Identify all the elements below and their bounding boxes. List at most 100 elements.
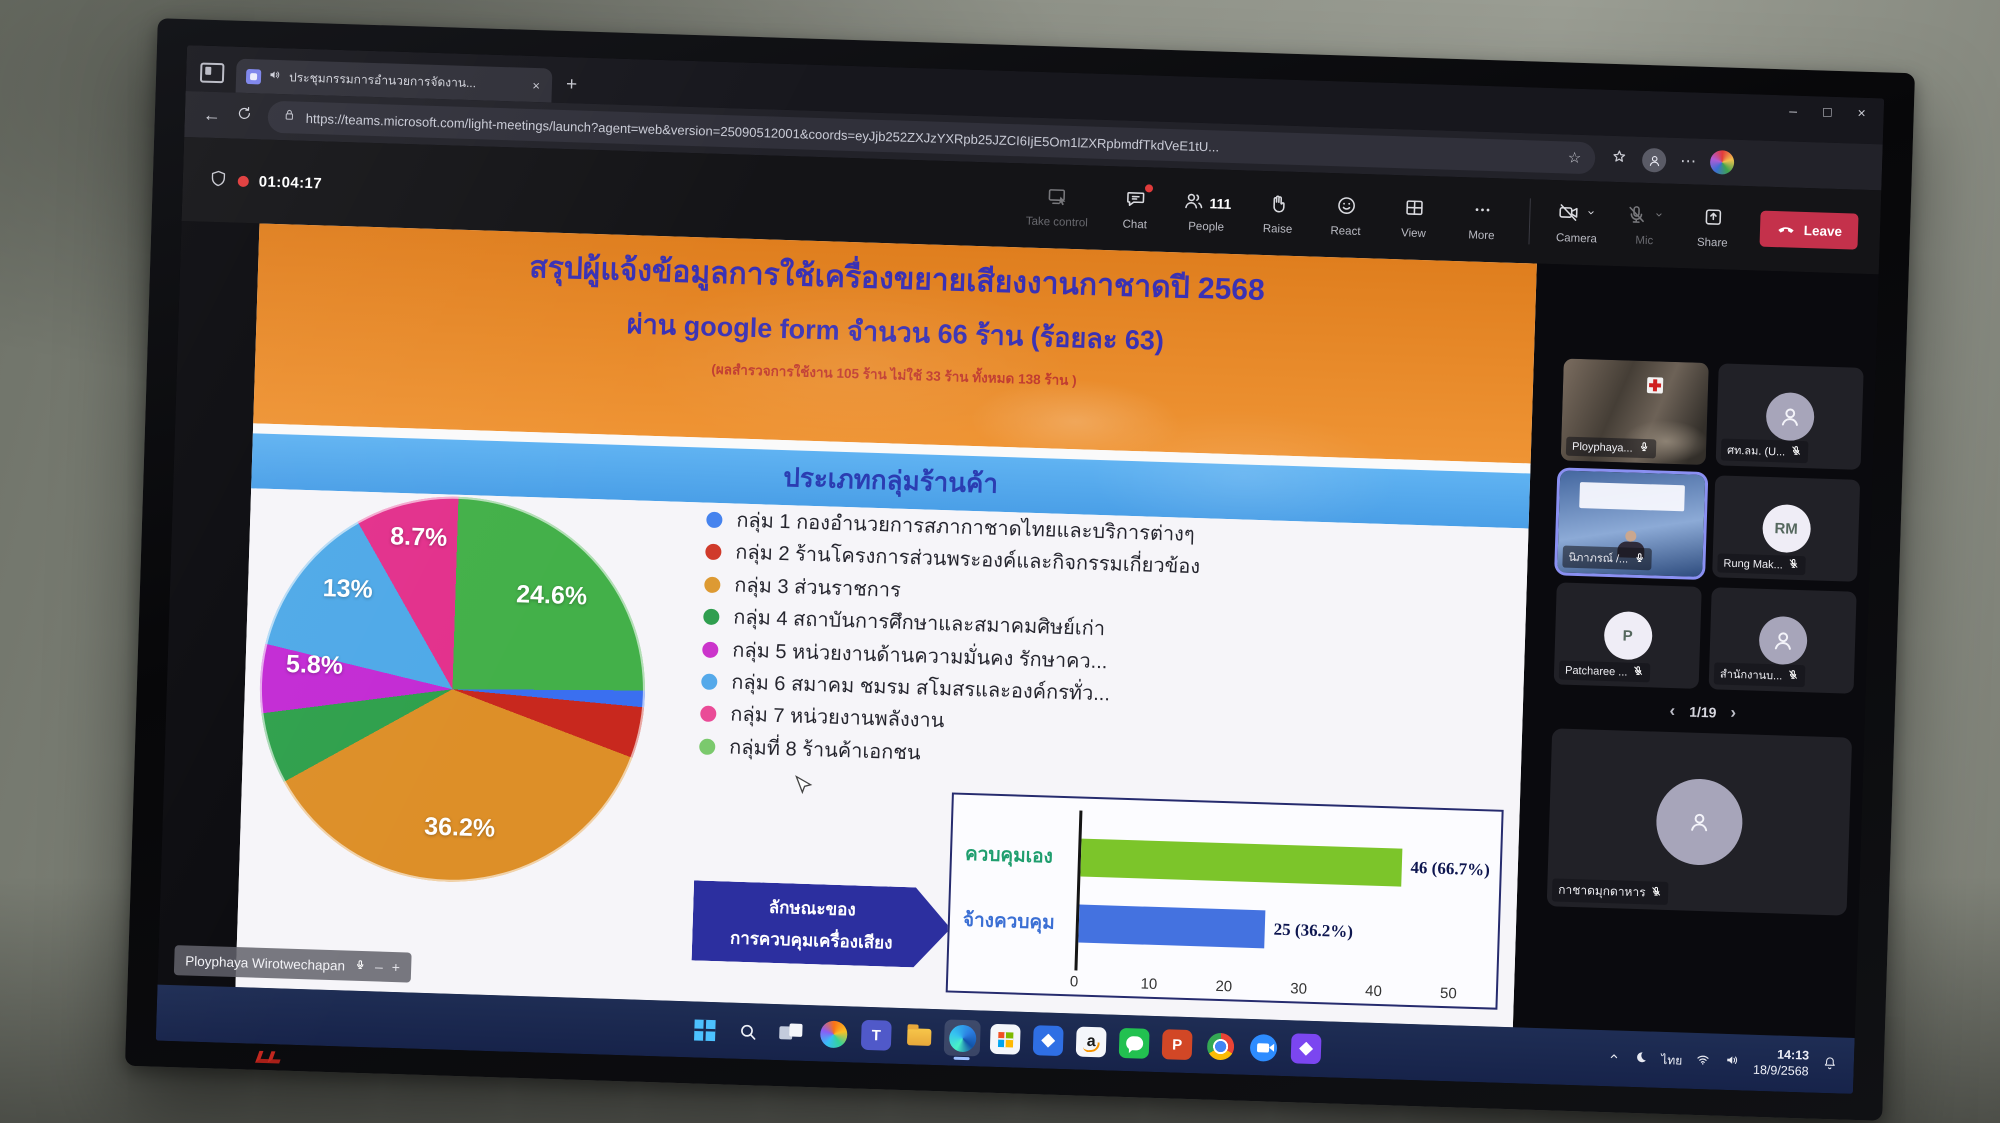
teams-raise-button[interactable]: Raise	[1256, 191, 1299, 235]
teams-chat-button[interactable]: Chat	[1114, 183, 1157, 231]
new-tab-button[interactable]: +	[565, 74, 578, 96]
meeting-timer: 01:04:17	[258, 172, 323, 192]
taskbar-clipchamp-icon[interactable]	[1288, 1030, 1325, 1067]
tab-close-button[interactable]: ×	[532, 77, 541, 93]
do-not-disturb-icon[interactable]	[1634, 1050, 1649, 1069]
browser-avatar[interactable]	[1641, 147, 1667, 173]
taskbar-task-view-icon[interactable]	[772, 1014, 809, 1051]
taskbar-start-icon[interactable]	[686, 1011, 723, 1048]
address-bar[interactable]: https://teams.microsoft.com/light-meetin…	[267, 100, 1596, 175]
participants-panel: Ployphaya... ศท.ลม. (U... นิภาภรณ์ /... RM R…	[1543, 265, 1867, 1038]
react-icon	[1335, 194, 1358, 222]
pie-legend: กลุ่ม 1 กองอำนวยการสภากาชาดไทยและบริการต…	[695, 507, 1219, 782]
x-tick-label: 20	[1215, 977, 1233, 996]
controls-divider	[1528, 198, 1531, 245]
pie-slice-label: 36.2%	[423, 812, 496, 843]
tray-chevron-up-icon[interactable]	[1607, 1049, 1622, 1068]
mic-muted-icon	[1788, 558, 1800, 573]
prev-page-button[interactable]: ‹	[1669, 700, 1676, 721]
chevron-down-icon[interactable]	[1652, 208, 1666, 226]
participant-name-label: Ployphaya...	[1565, 436, 1656, 459]
avatar	[1764, 391, 1815, 442]
taskbar-search-icon[interactable]	[729, 1013, 766, 1050]
camera-icon	[1557, 201, 1580, 229]
close-button[interactable]: ×	[1857, 104, 1866, 121]
next-page-button[interactable]: ›	[1730, 702, 1737, 723]
taskbar-clock[interactable]: 14:13 18/9/2568	[1753, 1047, 1810, 1080]
legend-dot-icon	[706, 511, 723, 529]
browser-tab[interactable]: ประชุมกรรมการอำนวยการจัดงาน... ×	[235, 58, 553, 103]
taskbar-powerpoint-icon[interactable]: P	[1159, 1026, 1196, 1063]
more-icon	[1471, 198, 1494, 226]
taskbar-file-explorer-icon[interactable]	[901, 1018, 938, 1055]
x-tick-label: 30	[1290, 980, 1308, 998]
taskbar-teams-icon[interactable]: T	[858, 1017, 895, 1054]
taskbar-store-icon[interactable]	[987, 1021, 1024, 1058]
shared-slide: สรุปผู้แจ้งข้อมูลการใช้เครื่องขยายเสียงง…	[235, 223, 1537, 1028]
taskbar-line-icon[interactable]	[1116, 1025, 1153, 1062]
maximize-button[interactable]: □	[1822, 103, 1832, 120]
bar	[1080, 838, 1403, 887]
language-indicator[interactable]: ไทย	[1661, 1052, 1683, 1068]
notifications-bell-icon[interactable]	[1821, 1054, 1838, 1075]
participant-name-label: กาชาดมุกดาหาร	[1551, 878, 1669, 906]
participant-tile[interactable]: นิภาภรณ์ /...	[1557, 470, 1706, 577]
spotlight-tile-holder: กาชาดมุกดาหาร	[1546, 728, 1853, 916]
taskbar-zoom-icon[interactable]	[1245, 1029, 1282, 1066]
tab-audio-icon[interactable]	[268, 67, 283, 86]
leave-button[interactable]: Leave	[1759, 210, 1859, 250]
zoom-out-button[interactable]: –	[374, 958, 384, 975]
taskbar-copilot-icon[interactable]	[815, 1015, 852, 1052]
back-button[interactable]: ←	[202, 104, 222, 125]
teams-take-control-button[interactable]: Take control	[1026, 184, 1089, 229]
wifi-icon[interactable]	[1695, 1050, 1712, 1071]
teams-mic-button[interactable]: Mic	[1623, 203, 1666, 247]
profile-avatar[interactable]	[1709, 149, 1735, 175]
teams-share-button[interactable]: Share	[1691, 205, 1734, 249]
taskbar-dropbox-icon[interactable]	[1030, 1022, 1067, 1059]
participant-tile[interactable]: ศท.ลม. (U...	[1715, 363, 1864, 470]
presenter-name: Ployphaya Wirotwechapan	[185, 952, 346, 973]
participant-tile[interactable]: RM Rung Mak...	[1712, 475, 1861, 582]
teams-more-button[interactable]: More	[1460, 198, 1503, 242]
chat-icon	[1124, 187, 1147, 215]
tab-search-icon[interactable]	[199, 62, 225, 84]
avatar	[1655, 777, 1744, 867]
zoom-in-button[interactable]: +	[391, 958, 401, 976]
teams-people-button[interactable]: 111 People	[1182, 189, 1232, 234]
taskbar-chrome-icon[interactable]	[1202, 1027, 1239, 1064]
volume-icon[interactable]	[1724, 1051, 1741, 1072]
chevron-down-icon[interactable]	[1584, 206, 1598, 224]
taskbar-amazon-icon[interactable]: a	[1073, 1023, 1110, 1060]
legend-dot-icon	[700, 705, 717, 723]
refresh-button[interactable]	[236, 105, 254, 128]
taskbar-edge-icon[interactable]	[943, 1019, 981, 1057]
participant-tile[interactable]: P Patcharee ...	[1553, 582, 1702, 689]
minimize-button[interactable]: –	[1789, 102, 1798, 119]
bar-row: จ้างควบคุม 25 (36.2%)	[963, 904, 1488, 957]
shield-icon	[208, 168, 228, 192]
participant-tile[interactable]: สำนักงานบ...	[1708, 587, 1857, 694]
teams-camera-button[interactable]: Camera	[1555, 201, 1598, 245]
teams-react-button[interactable]: React	[1324, 193, 1367, 238]
participant-tile[interactable]: กาชาดมุกดาหาร	[1546, 728, 1853, 916]
pie-slice-label: 5.8%	[285, 650, 344, 681]
browser-menu-icon[interactable]: ⋯	[1679, 153, 1697, 171]
lock-icon	[282, 107, 298, 127]
favorites-icon[interactable]	[1610, 147, 1629, 171]
backdrop-banner	[1579, 482, 1685, 512]
presenter-name-overlay: Ployphaya Wirotwechapan – +	[173, 945, 412, 983]
take-control-icon	[1046, 185, 1069, 213]
legend-dot-icon	[702, 641, 719, 658]
mic-muted-icon	[1787, 668, 1799, 683]
participant-tile[interactable]: Ployphaya...	[1560, 358, 1709, 465]
bookmark-star-icon[interactable]: ☆	[1567, 149, 1582, 167]
legend-dot-icon	[701, 673, 718, 691]
teams-view-button[interactable]: View	[1392, 196, 1435, 240]
pie-slice-label: 24.6%	[515, 580, 588, 611]
legend-dot-icon	[705, 544, 722, 561]
x-tick-label: 50	[1439, 984, 1458, 1003]
view-icon	[1403, 196, 1426, 224]
bar-chart-title-line2: การควบคุมเครื่องเสียง	[729, 928, 893, 953]
